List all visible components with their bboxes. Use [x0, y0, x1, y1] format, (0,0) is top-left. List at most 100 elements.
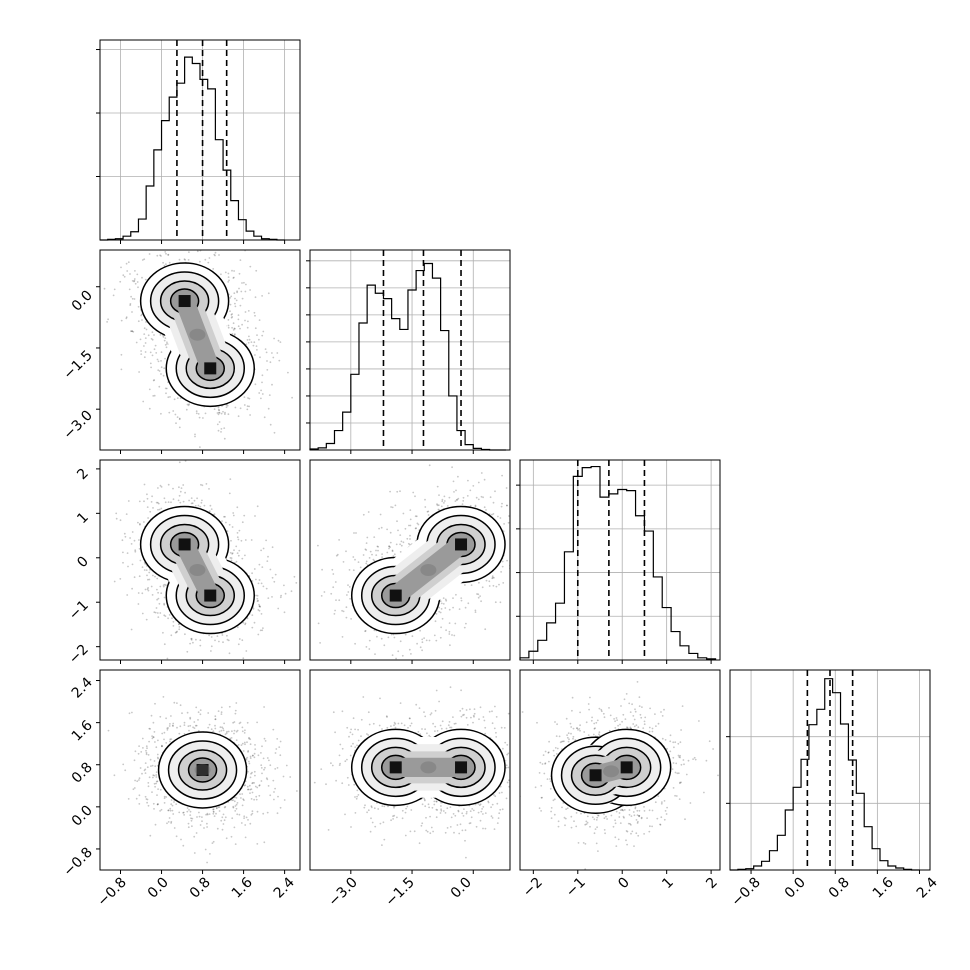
- sample-point: [491, 710, 493, 713]
- sample-point: [241, 282, 243, 284]
- sample-point: [365, 542, 368, 544]
- sample-point: [507, 712, 510, 715]
- sample-point: [245, 757, 248, 760]
- sample-point: [256, 600, 259, 602]
- sample-point: [237, 314, 240, 316]
- sample-point: [264, 766, 266, 769]
- sample-point: [234, 333, 236, 336]
- sample-point: [156, 753, 159, 756]
- sample-point: [137, 521, 139, 524]
- sample-point: [164, 387, 167, 390]
- sample-point: [130, 295, 133, 298]
- sample-point: [254, 774, 256, 777]
- density-panel-1-0: [103, 250, 293, 448]
- sample-point: [143, 521, 145, 523]
- sample-point: [419, 629, 421, 632]
- sample-point: [146, 747, 148, 750]
- sample-point: [383, 805, 386, 808]
- sample-point: [206, 826, 209, 828]
- sample-point: [173, 827, 176, 829]
- sample-point: [477, 811, 480, 814]
- sample-point: [247, 750, 250, 752]
- sample-point: [247, 770, 249, 773]
- sample-point: [153, 334, 155, 336]
- sample-point: [165, 717, 168, 720]
- sample-point: [362, 513, 365, 516]
- sample-point: [529, 547, 531, 549]
- sample-point: [178, 623, 180, 626]
- sample-point: [506, 504, 508, 507]
- sample-point: [258, 784, 261, 786]
- sample-point: [153, 394, 156, 397]
- sample-point: [500, 726, 503, 729]
- sample-point: [251, 810, 254, 813]
- sample-point: [112, 294, 115, 297]
- sample-point: [248, 784, 251, 787]
- sample-point: [166, 729, 169, 731]
- sample-point: [145, 753, 148, 756]
- sample-point: [190, 638, 193, 640]
- sample-point: [257, 609, 260, 611]
- sample-point: [155, 782, 158, 785]
- sample-point: [406, 805, 409, 808]
- sample-point: [250, 814, 253, 816]
- sample-point: [236, 532, 239, 534]
- sample-point: [210, 728, 213, 731]
- sample-point: [347, 584, 349, 586]
- sample-point: [247, 751, 249, 753]
- sample-point: [187, 404, 190, 407]
- sample-point: [144, 278, 147, 281]
- sample-point: [178, 628, 181, 631]
- sample-point: [255, 795, 258, 798]
- sample-point: [253, 341, 256, 344]
- sample-point: [261, 745, 263, 748]
- sample-point: [120, 319, 123, 322]
- sample-point: [163, 795, 166, 798]
- sample-point: [234, 843, 237, 845]
- sample-point: [451, 466, 453, 469]
- sample-point: [174, 631, 177, 634]
- sample-point: [501, 502, 503, 505]
- sample-point: [499, 601, 502, 604]
- sample-point: [349, 597, 351, 600]
- sample-point: [151, 331, 154, 334]
- sample-point: [159, 334, 162, 336]
- sample-point: [480, 472, 483, 474]
- sample-point: [228, 652, 231, 655]
- sample-point: [134, 750, 137, 753]
- sample-point: [251, 791, 254, 794]
- sample-point: [534, 531, 536, 533]
- sample-point: [149, 728, 152, 730]
- sample-point: [409, 543, 411, 546]
- sample-point: [161, 745, 163, 748]
- sample-point: [409, 518, 412, 521]
- sample-point: [212, 840, 215, 843]
- sample-point: [165, 392, 167, 395]
- sample-point: [401, 654, 404, 657]
- sample-point: [522, 516, 524, 518]
- sample-point: [201, 820, 203, 823]
- sample-point: [262, 812, 265, 815]
- sample-point: [133, 787, 136, 789]
- sample-point: [214, 727, 217, 730]
- sample-point: [163, 731, 166, 734]
- sample-point: [267, 597, 270, 599]
- sample-point: [415, 527, 417, 530]
- sample-point: [454, 500, 457, 502]
- sample-point: [470, 816, 473, 819]
- sample-point: [232, 514, 235, 517]
- sample-point: [466, 495, 469, 497]
- sample-point: [143, 483, 146, 486]
- sample-point: [496, 822, 499, 824]
- sample-point: [273, 791, 275, 793]
- sample-point: [502, 582, 505, 584]
- sample-point: [127, 798, 130, 800]
- sample-point: [278, 746, 281, 748]
- sample-point: [151, 737, 154, 740]
- sample-point: [167, 821, 170, 823]
- sample-point: [128, 288, 131, 291]
- sample-point: [260, 397, 262, 400]
- sample-point: [196, 497, 199, 500]
- sample-point: [401, 809, 404, 812]
- sample-point: [172, 410, 175, 412]
